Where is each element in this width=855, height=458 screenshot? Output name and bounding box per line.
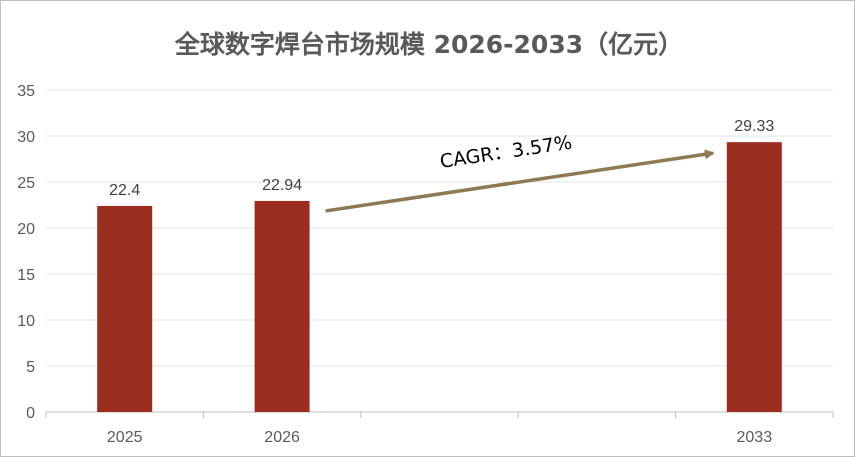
- chart-title: 全球数字焊台市场规模 2026-2033（亿元）: [174, 30, 683, 59]
- bar-2033: [726, 142, 782, 412]
- gridlines: [46, 89, 833, 413]
- y-tick-label: 5: [26, 359, 35, 376]
- y-tick-label: 30: [17, 129, 35, 146]
- y-tick-label: 15: [17, 267, 35, 284]
- bar-2025: [97, 205, 153, 412]
- y-tick-label: 20: [17, 221, 35, 238]
- cagr-arrow: [325, 149, 715, 213]
- cagr-annotation: CAGR：3.57%: [325, 132, 715, 213]
- bars: 22.4 22.94 29.33: [97, 118, 782, 412]
- y-tick-label: 25: [17, 175, 35, 192]
- x-tick-label: 2033: [737, 429, 773, 446]
- bar-2026: [254, 200, 310, 412]
- x-tick-label: 2025: [107, 429, 143, 446]
- x-tick-label: 2026: [264, 429, 300, 446]
- y-tick-label: 0: [26, 405, 35, 422]
- x-axis: 2025 2026 2033: [45, 412, 834, 446]
- y-tick-label: 35: [17, 83, 35, 100]
- y-tick-label: 10: [17, 313, 35, 330]
- data-label: 22.4: [109, 182, 140, 199]
- data-label: 29.33: [734, 118, 774, 135]
- cagr-label: CAGR：3.57%: [438, 132, 573, 173]
- y-axis: 0 5 10 15 20 25 30 35: [17, 83, 35, 422]
- data-label: 22.94: [262, 177, 302, 194]
